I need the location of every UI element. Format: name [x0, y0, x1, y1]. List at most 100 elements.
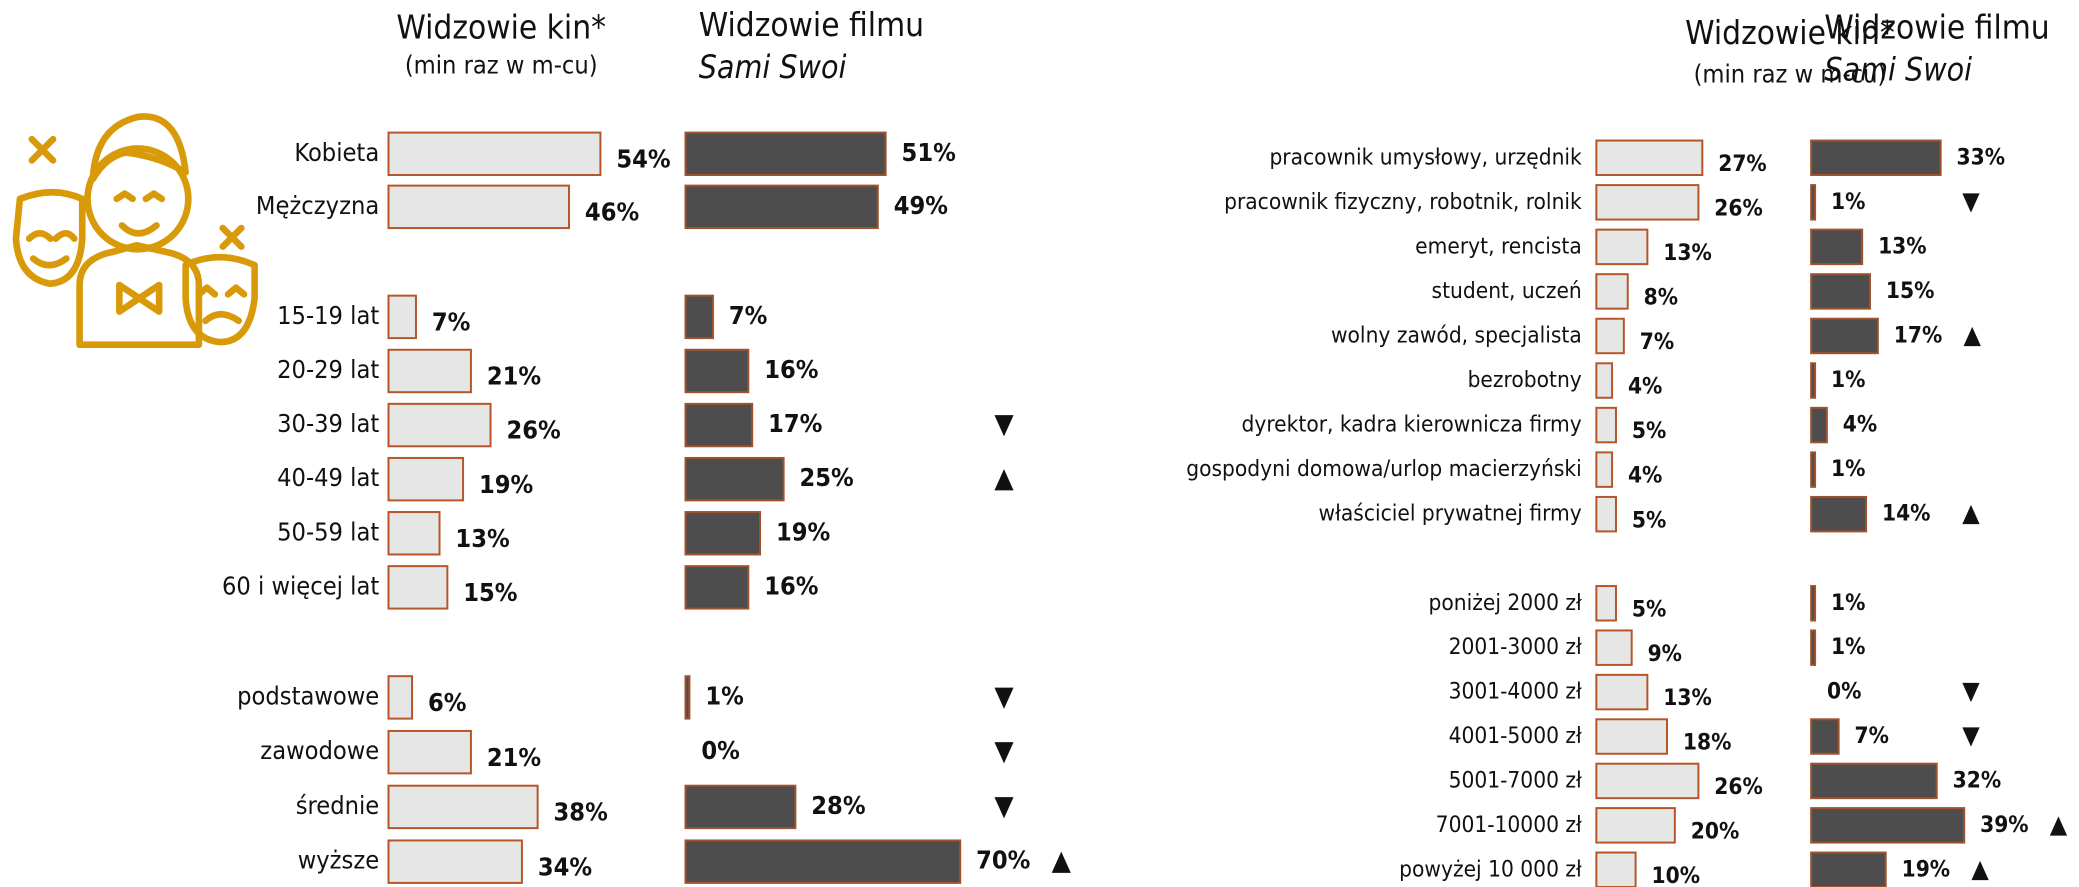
page: Widzowie kin*(min raz w m-cu)Widzowie fi…: [0, 0, 2079, 887]
category-label: 40-49 lat: [277, 463, 379, 492]
category-label: pracownik fizyczny, robotnik, rolnik: [1224, 189, 1582, 215]
value-label: 49%: [894, 191, 948, 220]
trend-arrow: ▲: [1963, 320, 1981, 349]
film-bar: [685, 566, 748, 608]
cinema-bar: [389, 731, 471, 773]
value-label: 14%: [1882, 501, 1930, 527]
value-label: 18%: [1683, 730, 1731, 756]
value-label: 17%: [768, 409, 822, 438]
film-bar: [1811, 497, 1866, 531]
category-label: 2001-3000 zł: [1449, 634, 1582, 660]
value-label: 7%: [1640, 329, 1674, 355]
category-label: bezrobotny: [1468, 367, 1582, 393]
value-label: 13%: [1663, 240, 1711, 266]
category-label: 60 i więcej lat: [222, 571, 379, 600]
cinema-bar: [1596, 274, 1627, 308]
cinema-bar: [1596, 497, 1616, 531]
value-label: 1%: [1831, 634, 1865, 660]
value-label: 1%: [705, 681, 743, 710]
icon: [16, 116, 255, 344]
value-label: 21%: [487, 743, 541, 772]
value-label: 13%: [1663, 685, 1711, 711]
value-label: 38%: [554, 798, 608, 827]
cinema-bar: [389, 404, 491, 446]
cinema-bar: [1596, 719, 1667, 753]
film-bar: [1811, 853, 1886, 887]
category-label: średnie: [296, 791, 380, 820]
value-label: 4%: [1843, 412, 1877, 438]
value-label: 16%: [764, 571, 818, 600]
category-label: poniżej 2000 zł: [1429, 590, 1582, 616]
cinema-bar: [1596, 586, 1616, 620]
film-bar: [685, 350, 748, 392]
category-label: 7001-10000 zł: [1436, 812, 1582, 838]
value-label: 7%: [1855, 723, 1889, 749]
value-label: 20%: [1691, 818, 1739, 844]
trend-arrow: ▲: [1052, 844, 1072, 877]
category-label: 50-59 lat: [277, 517, 379, 546]
series-title: Widzowie filmu: [1824, 8, 2049, 47]
cinema-bar: [1596, 853, 1635, 887]
value-label: 13%: [1878, 233, 1926, 259]
cinema-bar: [1596, 764, 1698, 798]
value-label: 26%: [1714, 195, 1762, 221]
film-bar: [685, 458, 783, 500]
trend-arrow: ▼: [1962, 721, 1980, 750]
value-label: 1%: [1831, 590, 1865, 616]
cinema-bar: [389, 186, 570, 228]
category-label: pracownik umysłowy, urzędnik: [1269, 144, 1582, 170]
value-label: 1%: [1831, 456, 1865, 482]
film-bar: [1811, 363, 1815, 397]
value-label: 46%: [585, 197, 639, 226]
value-label: 1%: [1831, 367, 1865, 393]
cinema-bar: [1596, 363, 1612, 397]
category-label: właściciel prywatnej firmy: [1319, 501, 1582, 527]
cinema-bar: [1596, 452, 1612, 486]
cinema-bar: [389, 786, 538, 828]
category-label: wolny zawód, specjalista: [1331, 322, 1582, 348]
value-label: 70%: [976, 846, 1030, 875]
trend-arrow: ▲: [2050, 809, 2068, 838]
film-bar: [685, 133, 885, 175]
cinema-bar: [389, 840, 522, 882]
category-label: emeryt, rencista: [1415, 233, 1582, 259]
value-label: 8%: [1644, 285, 1678, 311]
value-label: 27%: [1718, 151, 1766, 177]
category-label: dyrektor, kadra kierownicza firmy: [1242, 412, 1582, 438]
value-label: 19%: [776, 517, 830, 546]
cinema-bar: [389, 458, 464, 500]
cinema-bar: [1596, 630, 1631, 664]
category-label: 30-39 lat: [277, 409, 379, 438]
cinema-bar: [389, 133, 601, 175]
film-bar: [1811, 408, 1827, 442]
category-label: 3001-4000 zł: [1449, 679, 1582, 705]
film-bar: [1811, 452, 1815, 486]
trend-arrow: ▼: [994, 734, 1014, 767]
cinema-bar: [389, 676, 413, 718]
trend-arrow: ▲: [1962, 498, 1980, 527]
category-label: 4001-5000 zł: [1449, 723, 1582, 749]
series-note: Sami Swoi: [1824, 51, 1972, 89]
trend-arrow: ▼: [1962, 186, 1980, 215]
film-bar: [1811, 808, 1964, 842]
category-label: 15-19 lat: [277, 301, 379, 330]
cinema-bar: [389, 566, 448, 608]
category-label: Mężczyzna: [256, 191, 379, 220]
value-label: 19%: [1902, 856, 1950, 882]
value-label: 5%: [1632, 596, 1666, 622]
value-label: 21%: [487, 362, 541, 391]
value-label: 15%: [1886, 278, 1934, 304]
value-label: 10%: [1652, 863, 1700, 887]
cinema-bar: [1596, 319, 1623, 353]
value-label: 32%: [1953, 767, 2001, 793]
cinema-bar: [389, 350, 471, 392]
value-label: 33%: [1957, 144, 2005, 170]
category-label: student, uczeń: [1432, 278, 1582, 304]
value-label: 4%: [1628, 463, 1662, 489]
film-bar: [685, 512, 760, 554]
value-label: 4%: [1628, 374, 1662, 400]
value-label: 16%: [764, 355, 818, 384]
series-title: Widzowie filmu: [699, 5, 924, 44]
value-label: 5%: [1632, 418, 1666, 444]
trend-arrow: ▼: [994, 407, 1014, 440]
